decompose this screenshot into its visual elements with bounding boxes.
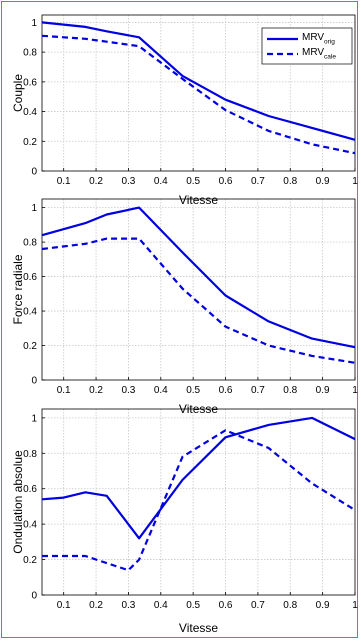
x-tick-label: 0.9	[316, 176, 330, 187]
y-axis-label: Couple	[11, 74, 25, 112]
x-tick-label: 0.5	[186, 385, 200, 396]
x-tick-label: 0.1	[57, 176, 71, 187]
x-tick-label: 0.9	[316, 385, 330, 396]
series-line-dashed	[41, 34, 356, 155]
y-tick-label: 0.6	[23, 272, 37, 283]
x-tick-label: 0.2	[89, 176, 103, 187]
x-tick-label: 0.3	[121, 600, 135, 611]
series-line-solid	[41, 416, 356, 540]
legend-entry-subscript: orig	[324, 39, 335, 46]
x-tick-label: 0.7	[251, 176, 265, 187]
x-tick-label: 0.2	[89, 385, 103, 396]
plot-area-box	[41, 198, 356, 381]
series-line-dashed	[42, 429, 356, 572]
legend-entry-subscript: cale	[324, 54, 336, 61]
y-tick-label: 1	[31, 203, 37, 214]
series-line-solid	[41, 21, 356, 141]
x-tick-label: 0.8	[283, 385, 297, 396]
y-tick-label: 0	[31, 376, 37, 387]
legend-box	[261, 27, 353, 65]
x-tick-label: 0.6	[219, 385, 233, 396]
x-tick-label: 0.8	[283, 600, 297, 611]
y-tick-label: 0.4	[23, 107, 37, 118]
x-tick-label: 0.8	[283, 176, 297, 187]
y-tick-label: 0	[31, 591, 37, 602]
y-tick-label: 0.2	[23, 555, 37, 566]
x-tick-label: 0.4	[154, 385, 168, 396]
chart-panel-2: 0.1 0.2 0.3 0.4 0.5 0.6 0.7 0.8 0.9 1 0 0.2 0.4 0.6 0.…	[11, 198, 358, 416]
x-tick-label: 0.3	[121, 385, 135, 396]
x-tick-label: 1	[352, 385, 358, 396]
chart-panel-1: 0.1 0.2 0.3 0.4 0.5 0.6 0.7 0.8 0.9 1 0 0.2 0.4 0.6 0.…	[11, 14, 358, 207]
x-axis-label: Vitesse	[179, 621, 218, 635]
y-tick-label: 0.4	[23, 307, 37, 318]
x-axis-label: Vitesse	[179, 193, 218, 207]
y-axis-label: Force radiale	[11, 254, 25, 324]
plot-area-box	[41, 14, 356, 172]
y-tick-label: 0.8	[23, 238, 37, 249]
x-tick-label: 1	[352, 600, 358, 611]
x-tick-label: 0.7	[251, 385, 265, 396]
plot-area-box	[41, 408, 356, 596]
x-tick-label: 0.6	[219, 600, 233, 611]
x-tick-label: 0.4	[154, 176, 168, 187]
x-tick-label: 0.9	[316, 600, 330, 611]
series-line-dashed	[41, 237, 356, 364]
x-tick-label: 0.5	[186, 176, 200, 187]
y-tick-label: 1	[31, 18, 37, 29]
y-tick-label: 0.2	[23, 341, 37, 352]
x-tick-label: 0.7	[251, 600, 265, 611]
y-axis-label: Ondulation absolue	[11, 450, 25, 554]
y-tick-label: 1	[31, 413, 37, 424]
x-tick-label: 0.3	[121, 176, 135, 187]
y-tick-label: 0	[31, 167, 37, 178]
x-tick-label: 0.6	[219, 176, 233, 187]
y-tick-label: 0.4	[23, 520, 37, 531]
series-line-solid	[41, 206, 356, 349]
y-tick-label: 0.8	[23, 449, 37, 460]
y-tick-label: 0.8	[23, 48, 37, 59]
x-tick-label: 0.1	[57, 385, 71, 396]
y-tick-label: 0.6	[23, 77, 37, 88]
x-tick-label: 0.5	[186, 600, 200, 611]
y-tick-label: 0.2	[23, 137, 37, 148]
x-tick-label: 0.1	[57, 600, 71, 611]
y-tick-label: 0.6	[23, 484, 37, 495]
chart-panel-3: 0.1 0.2 0.3 0.4 0.5 0.6 0.7 0.8 0.9 1 0 0.2 0.4 0.6 0.…	[11, 408, 358, 635]
x-tick-label: 0.2	[89, 600, 103, 611]
x-tick-label: 0.4	[154, 600, 168, 611]
x-tick-label: 1	[352, 176, 358, 187]
